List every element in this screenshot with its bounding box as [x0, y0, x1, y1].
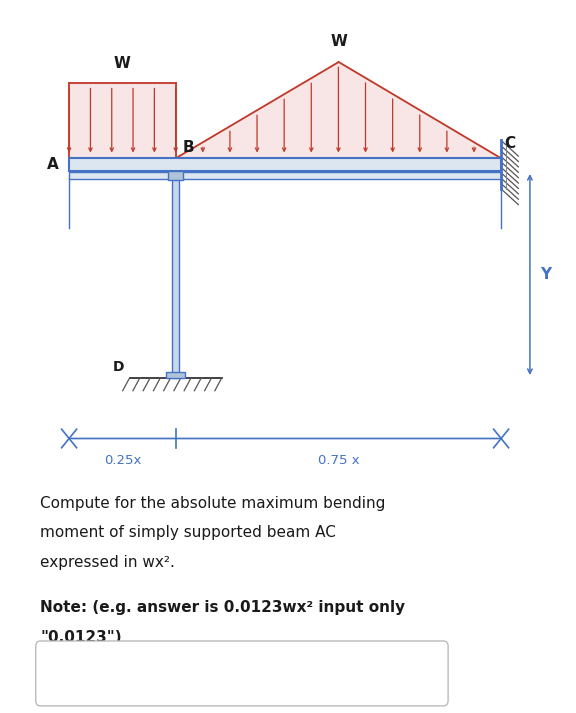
Bar [172, 171, 179, 378]
Bar [168, 171, 183, 180]
Text: Y: Y [540, 267, 551, 282]
FancyBboxPatch shape [36, 641, 448, 706]
Polygon shape [176, 62, 501, 158]
Text: 0.25x: 0.25x [104, 454, 141, 467]
Text: moment of simply supported beam AC: moment of simply supported beam AC [40, 525, 336, 540]
Text: W: W [330, 34, 347, 49]
Bar [166, 372, 185, 378]
Bar [69, 158, 501, 171]
Text: Note: (e.g. answer is 0.0123wx² input only: Note: (e.g. answer is 0.0123wx² input on… [40, 600, 406, 615]
Text: A: A [47, 157, 59, 173]
Text: B: B [183, 140, 194, 155]
Text: expressed in wx².: expressed in wx². [40, 555, 175, 570]
Text: Compute for the absolute maximum bending: Compute for the absolute maximum bending [40, 496, 386, 511]
Text: D: D [112, 360, 124, 374]
Text: 0.75 x: 0.75 x [317, 454, 359, 467]
Text: "0.0123"): "0.0123") [40, 630, 122, 645]
Bar [69, 173, 501, 179]
Text: C: C [504, 136, 515, 151]
Text: W: W [114, 56, 131, 71]
